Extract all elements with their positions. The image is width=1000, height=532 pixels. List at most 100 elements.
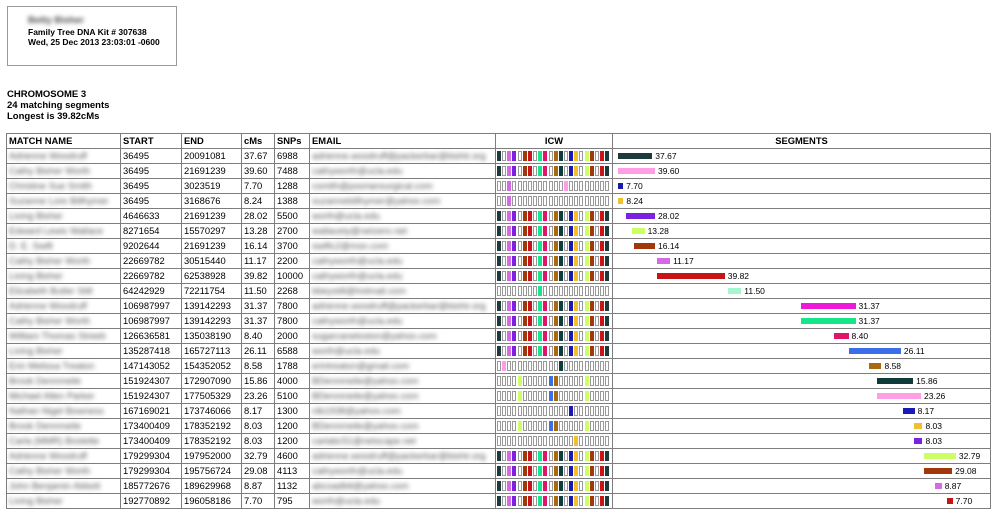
icw-marker xyxy=(594,301,599,311)
segment-bar[interactable] xyxy=(632,228,645,234)
icw-marker xyxy=(563,391,568,401)
segment-bar[interactable] xyxy=(618,153,653,159)
segment-bar[interactable] xyxy=(947,498,953,504)
table-row[interactable]: Cathy Bisher Worth 36495 21691239 39.60 7488… xyxy=(6,163,991,179)
cell-email[interactable]: worth@ucla.edu xyxy=(309,208,496,224)
col-segments[interactable]: SEGMENTS xyxy=(612,133,991,149)
cell-email[interactable]: erintreaton@gmail.com xyxy=(309,358,496,374)
cell-end: 20091081 xyxy=(181,148,242,164)
cell-email[interactable]: suzannebillhymer@yahoo.com xyxy=(309,193,496,209)
table-row[interactable]: Living Bisher 192770892 196058186 7.70 795 wo… xyxy=(6,493,991,509)
cell-icw xyxy=(495,163,613,179)
cell-email[interactable]: adrienne.woodruff@packerbar@bishir.org xyxy=(309,448,496,464)
email-text: wallacety@netzero.net xyxy=(312,225,407,236)
cell-email[interactable]: adrienne.woodruff@packerbar@bishir.org xyxy=(309,298,496,314)
cell-email[interactable]: cathyworth@ucla.edu xyxy=(309,313,496,329)
match-name-text: Nathan Nigel Bowness xyxy=(9,405,104,416)
segment-bar[interactable] xyxy=(618,168,655,174)
segment-bar[interactable] xyxy=(877,393,921,399)
col-icw[interactable]: ICW xyxy=(495,133,613,149)
table-row[interactable]: Brook Dennmeile 173400409 178352192 8.03 120… xyxy=(6,418,991,434)
segment-bar[interactable] xyxy=(633,243,656,249)
icw-marker xyxy=(594,421,599,431)
segment-bar[interactable] xyxy=(903,408,915,414)
cell-match-name: Living Bisher xyxy=(6,268,121,284)
cell-email[interactable]: abcoadbtt@yahoo.com xyxy=(309,478,496,494)
table-row[interactable]: Carla (MMR) Boslette 173400409 178352192 8.… xyxy=(6,433,991,449)
cell-email[interactable]: cathyworth@ucla.edu xyxy=(309,463,496,479)
cell-email[interactable]: bbeystill@hotmail.com xyxy=(309,283,496,299)
segment-bar[interactable] xyxy=(625,213,656,219)
col-snps[interactable]: SNPs xyxy=(274,133,310,149)
segment-bar[interactable] xyxy=(800,318,856,324)
cell-email[interactable]: BDennmeile@yahoo.com xyxy=(309,373,496,389)
table-row[interactable]: Adrienne Woodruff 106987997 139142293 31.37… xyxy=(6,298,991,314)
table-row[interactable]: Michael Allen Parker 151924307 177505329 23… xyxy=(6,388,991,404)
segment-bar[interactable] xyxy=(924,453,956,459)
segment-bar[interactable] xyxy=(618,183,624,189)
table-row[interactable]: Adrienne Woodruff 36495 20091081 37.67 6988 a… xyxy=(6,148,991,164)
table-row[interactable]: Living Bisher 22669782 62538928 39.82 10000 c… xyxy=(6,268,991,284)
table-row[interactable]: Living Bisher 135287418 165727113 26.11 6588… xyxy=(6,343,991,359)
segment-bar[interactable] xyxy=(877,378,914,384)
segment-bar[interactable] xyxy=(618,198,624,204)
end-text: 154352052 xyxy=(184,360,231,371)
table-row[interactable]: John Benjamin Abbott 185772676 189629968 8.… xyxy=(6,478,991,494)
table-row[interactable]: Adrienne Woodruff 179299304 197952000 32.79… xyxy=(6,448,991,464)
cell-start: 106987997 xyxy=(120,313,182,329)
col-start[interactable]: START xyxy=(120,133,182,149)
cms-text: 7.70 xyxy=(244,180,263,191)
icw-marker xyxy=(569,466,574,476)
table-row[interactable]: Cathy Bisher Worth 22669782 30515440 11.17 2… xyxy=(6,253,991,269)
segment-bar[interactable] xyxy=(800,303,856,309)
cell-email[interactable]: worth@ucla.edu xyxy=(309,343,496,359)
table-row[interactable]: Brook Dennmeile 151924307 172907090 15.86 40… xyxy=(6,373,991,389)
segment-bar[interactable] xyxy=(935,483,942,489)
table-row[interactable]: Elizabeth Butler Still 64242929 72211754 11… xyxy=(6,283,991,299)
table-row[interactable]: Living Bisher 4646633 21691239 28.02 5500 wor… xyxy=(6,208,991,224)
cell-email[interactable]: carlabc51@netscape.net xyxy=(309,433,496,449)
cell-email[interactable]: worth@ucla.edu xyxy=(309,493,496,509)
segment-bar[interactable] xyxy=(834,333,849,339)
icw-marker xyxy=(512,256,517,266)
cell-email[interactable]: csmith@pooriansurgical.com xyxy=(309,178,496,194)
segment-bar[interactable] xyxy=(848,348,901,354)
col-email[interactable]: EMAIL xyxy=(309,133,496,149)
icw-marker xyxy=(600,346,604,356)
email-text: worth@ucla.edu xyxy=(312,210,380,221)
table-row[interactable]: Cathy Bisher Worth 106987997 139142293 31.3… xyxy=(6,313,991,329)
segment-bar[interactable] xyxy=(656,273,725,279)
segment-bar[interactable] xyxy=(924,468,953,474)
cell-email[interactable]: BDennmeile@yahoo.com xyxy=(309,388,496,404)
icw-marker xyxy=(533,181,538,191)
cell-email[interactable]: cathyworth@ucla.edu xyxy=(309,163,496,179)
col-match-name[interactable]: MATCH NAME xyxy=(6,133,121,149)
table-row[interactable]: Christine Sue Smith 36495 3023519 7.70 1288 c… xyxy=(6,178,991,194)
cell-email[interactable]: wallacety@netzero.net xyxy=(309,223,496,239)
segment-bar[interactable] xyxy=(727,288,742,294)
table-row[interactable]: Erin Melissa Treaton 147143052 154352052 8.… xyxy=(6,358,991,374)
cell-end: 196058186 xyxy=(181,493,242,509)
table-row[interactable]: Suzanne Lore Billhymer 36495 3168676 8.24 13… xyxy=(6,193,991,209)
cell-email[interactable]: sugarcanetoston@yahoo.com xyxy=(309,328,496,344)
cell-email[interactable]: nlb1938@yahoo.com xyxy=(309,403,496,419)
col-end[interactable]: END xyxy=(181,133,242,149)
table-row[interactable]: D. E. Swift 9202644 21691239 16.14 3700 swift… xyxy=(6,238,991,254)
col-cms[interactable]: cMs xyxy=(241,133,275,149)
segment-bar[interactable] xyxy=(656,258,671,264)
icw-marker xyxy=(533,166,538,176)
segment-bar[interactable] xyxy=(869,363,882,369)
cell-email[interactable]: swiftc2@msn.com xyxy=(309,238,496,254)
cell-email[interactable]: BDennmeile@yahoo.com xyxy=(309,418,496,434)
table-row[interactable]: Nathan Nigel Bowness 167169021 173746066 8.… xyxy=(6,403,991,419)
icw-marker xyxy=(522,436,527,446)
table-row[interactable]: Cathy Bisher Worth 179299304 195756724 29.0… xyxy=(6,463,991,479)
segment-bar[interactable] xyxy=(914,438,923,444)
cell-email[interactable]: cathyworth@ucla.edu xyxy=(309,268,496,284)
cell-email[interactable]: cathyworth@ucla.edu xyxy=(309,253,496,269)
segment-bar[interactable] xyxy=(914,423,923,429)
table-row[interactable]: William Thomas Streeb 126636581 135038190 8… xyxy=(6,328,991,344)
cell-email[interactable]: adrienne.woodruff@packerbar@bishir.org xyxy=(309,148,496,164)
table-row[interactable]: Edward Lewis Wallace 8271654 15570297 13.28… xyxy=(6,223,991,239)
icw-marker xyxy=(497,316,501,326)
